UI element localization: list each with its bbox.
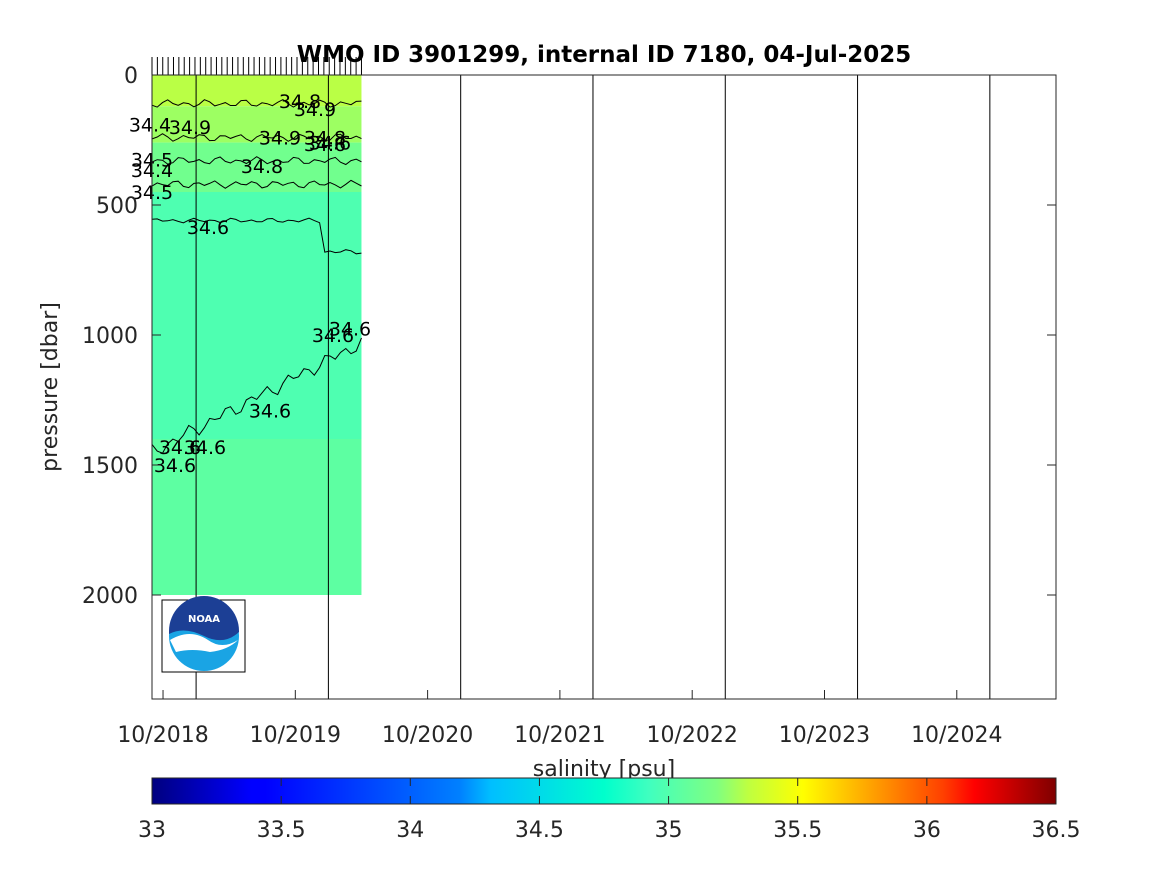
x-tick-label: 10/2020: [382, 723, 473, 748]
contour-lines: [152, 99, 362, 454]
contour-line: [152, 179, 362, 189]
x-tick-label: 10/2022: [646, 723, 737, 748]
salinity-layer: [152, 75, 362, 107]
colorbar-tick-label: 34: [396, 818, 424, 843]
contour-label: 34.8: [241, 156, 283, 178]
salinity-layer: [152, 192, 362, 439]
colorbar-tick-label: 35: [655, 818, 683, 843]
contour-line: [152, 133, 362, 142]
contour-labels: 34.634.634.634.634.634.634.634.634.634.5…: [129, 91, 371, 477]
y-axis: 0 500 1000 1500 2000: [82, 64, 1056, 609]
y-axis-label: pressure [dbar]: [38, 302, 63, 472]
x-tick-label: 10/2021: [514, 723, 605, 748]
contour-label: 34.8: [304, 127, 346, 149]
contour-line: [152, 156, 362, 166]
contour-label: 34.6: [249, 400, 291, 422]
colorbar-tick-label: 34.5: [515, 818, 564, 843]
contour-label: 34.9: [169, 117, 211, 139]
y-tick-label: 2000: [82, 584, 138, 609]
contour-line: [152, 99, 362, 108]
contour-label: 34.9: [294, 99, 336, 121]
x-axis: 10/2018 10/2019 10/2020 10/2021 10/2022 10/20…: [117, 690, 1002, 748]
colorbar-tick-label: 36: [913, 818, 941, 843]
contour-label: 34.6: [309, 133, 351, 155]
colorbar-tick-label: 36.5: [1032, 818, 1081, 843]
contour-label: 34.6: [184, 437, 226, 459]
logo-seagull: [170, 634, 238, 652]
x-tick-label: 10/2019: [250, 723, 341, 748]
year-boundary-lines: [195, 75, 991, 699]
contour-label: 34.8: [279, 91, 321, 113]
colorbar: [151, 777, 1057, 805]
contour-label: 34.9: [259, 127, 301, 149]
logo-text: NOAA: [188, 614, 220, 625]
contour-label: 34.6: [329, 319, 371, 341]
y-tick-label: 500: [96, 194, 138, 219]
x-tick-label: 10/2024: [911, 723, 1002, 748]
x-tick-label: 10/2023: [779, 723, 870, 748]
profile-markers: [151, 57, 362, 75]
y-tick-label: 1500: [82, 454, 138, 479]
salinity-layer: [152, 439, 362, 595]
colorbar-tick-label: 33: [138, 818, 166, 843]
contour-line: [152, 337, 362, 454]
chart-title: WMO ID 3901299, internal ID 7180, 04-Jul…: [297, 42, 912, 68]
y-tick-label: 1000: [82, 324, 138, 349]
x-tick-label: 10/2018: [117, 723, 208, 748]
colorbar-tick-label: 35.5: [773, 818, 822, 843]
colorbar-tick-label: 33.5: [257, 818, 306, 843]
contour-label: 34.6: [187, 217, 229, 239]
plot-frame: [151, 74, 1057, 700]
logo-top: [169, 596, 239, 641]
contour-label: 34.6: [304, 134, 346, 156]
contour-label: 34.6: [154, 455, 196, 477]
salinity-field: [152, 75, 362, 595]
colorbar-ticks: 33 33.5 34 34.5 35 35.5 36 36.5: [138, 778, 1080, 843]
contour-label: 34.6: [159, 437, 201, 459]
contour-label: 34.6: [312, 325, 354, 347]
contour-label: 34.4: [129, 114, 171, 136]
y-tick-label: 0: [124, 64, 138, 89]
contour-line: [152, 217, 362, 255]
noaa-logo: NOAA: [161, 596, 246, 673]
